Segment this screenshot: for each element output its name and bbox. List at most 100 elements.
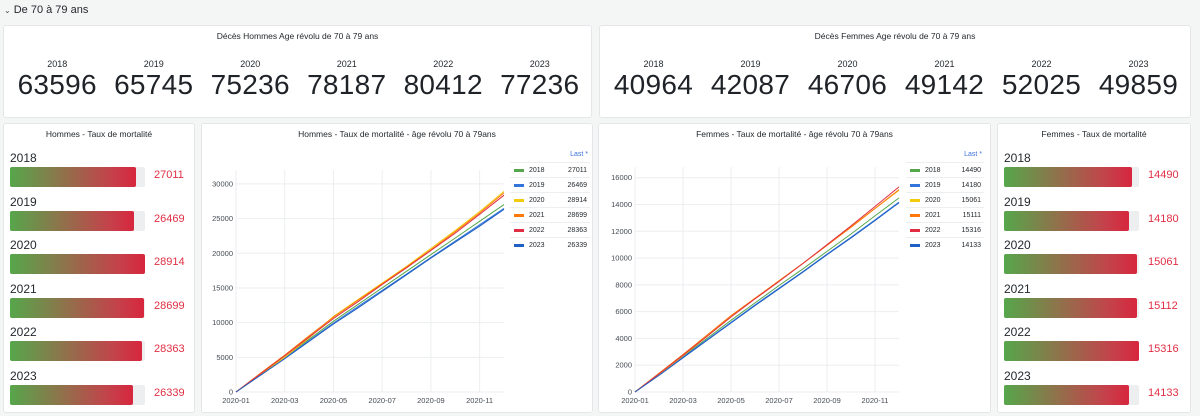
gauge-track (10, 167, 145, 187)
panel-title: Décès Hommes Age révolu de 70 à 79 ans (216, 31, 379, 41)
gauge-value: 26339 (154, 386, 185, 399)
stat-year: 2019 (143, 59, 164, 69)
gauge-row: 2022 15316 (1004, 325, 1184, 365)
x-tick-label: 2020-01 (621, 396, 649, 405)
gauge-value: 27011 (154, 169, 184, 181)
legend-swatch (910, 228, 920, 232)
stat-value: 42087 (710, 69, 791, 100)
x-tick-label: 2020-09 (417, 396, 445, 405)
legend-name: 2018 (529, 166, 545, 174)
x-tick-label: 2020-05 (717, 396, 745, 405)
gauge-year: 2023 (1004, 368, 1031, 383)
legend-name: 2020 (925, 196, 941, 204)
stat-item: 2022 52025 (993, 52, 1090, 117)
legend-last-value: 15061 (961, 196, 981, 204)
series-line-2023 (235, 208, 505, 393)
series-line-2020 (235, 191, 505, 393)
gauge-bar (10, 341, 143, 361)
chevron-down-icon: ⌄ (4, 5, 11, 15)
gauge-row: 2018 27011 (10, 151, 188, 191)
legend-swatch (514, 198, 524, 202)
panel-title: Femmes - Taux de mortalité - âge révolu … (696, 129, 893, 139)
x-tick-label: 2020-09 (813, 396, 841, 405)
legend-swatch (910, 183, 920, 187)
stat-item: 2023 49859 (1090, 52, 1187, 117)
stat-year: 2023 (1128, 59, 1149, 69)
gauge-value: 26469 (154, 212, 185, 225)
legend-item[interactable]: 2022 15316 (906, 222, 984, 237)
stat-panel-hommes: Décès Hommes Age révolu de 70 à 79 ans 2… (3, 25, 592, 118)
panel-title: Décès Femmes Age révolu de 70 à 79 ans (814, 31, 976, 41)
legend-last-value: 28699 (567, 211, 587, 219)
gauge-bar (10, 254, 145, 274)
legend-swatch (910, 168, 920, 172)
gauge-row: 2022 28363 (10, 325, 188, 365)
legend-swatch (514, 228, 524, 232)
legend-item[interactable]: 2020 28914 (510, 192, 590, 207)
gauge-panel-hommes: Hommes - Taux de mortalité 2018 27011 2019… (3, 123, 195, 413)
gauge-value: 14180 (1148, 212, 1179, 225)
stat-item: 2021 49142 (896, 52, 993, 117)
legend-last-value: 15316 (961, 226, 981, 234)
legend-item[interactable]: 2023 26339 (510, 237, 590, 252)
legend-item[interactable]: 2021 15111 (906, 207, 984, 222)
stat-year: 2022 (1031, 59, 1052, 69)
legend-name: 2021 (529, 211, 545, 219)
gauge-track (10, 297, 145, 318)
stat-value: 49859 (1098, 69, 1179, 100)
x-tick-label: 2020-01 (222, 396, 250, 405)
legend-header[interactable]: Last * (964, 151, 982, 158)
legend-name: 2018 (925, 166, 941, 174)
stat-value: 63596 (17, 69, 97, 100)
row-title: De 70 à 79 ans (13, 4, 89, 16)
legend-item[interactable]: 2018 14490 (906, 162, 984, 177)
y-tick-label: 30000 (212, 179, 233, 188)
legend-item[interactable]: 2019 14180 (906, 177, 984, 192)
legend-last-value: 28914 (567, 196, 587, 204)
gauge-bar (1004, 254, 1137, 274)
stat-year: 2021 (934, 59, 955, 69)
legend-femmes: Last * 2018 14490 2019 14180 2020 15061 2021 151… (906, 151, 984, 252)
gauge-row: 2023 26339 (10, 369, 188, 409)
gauge-value: 15112 (1148, 299, 1178, 312)
gauge-year: 2019 (10, 194, 37, 209)
stat-value: 80412 (403, 69, 483, 100)
legend-name: 2020 (529, 196, 545, 204)
legend-last-value: 15111 (962, 211, 981, 219)
stat-value: 75236 (210, 69, 290, 100)
series-line-2022 (634, 186, 900, 393)
series-line-2022 (235, 194, 505, 393)
gauge-track (10, 254, 145, 274)
gauge-track (1004, 297, 1139, 318)
gauge-row: 2021 15112 (1004, 282, 1184, 322)
y-tick-label: 10000 (611, 254, 632, 263)
legend-item[interactable]: 2019 26469 (510, 177, 590, 192)
gauge-year: 2023 (10, 368, 37, 383)
gauge-row: 2019 14180 (1004, 195, 1184, 235)
gauge-bar (10, 210, 134, 231)
legend-item[interactable]: 2018 27011 (510, 162, 590, 177)
legend-swatch (514, 213, 524, 217)
legend-name: 2019 (529, 181, 545, 189)
legend-header[interactable]: Last * (570, 151, 588, 158)
panel-title: Hommes - Taux de mortalité (45, 129, 153, 139)
series-line-2023 (634, 202, 900, 393)
legend-last-value: 26339 (567, 241, 587, 249)
x-tick-label: 2020-07 (765, 396, 793, 405)
legend-last-value: 14180 (961, 181, 981, 189)
stat-value: 49142 (904, 69, 985, 100)
row-toggle[interactable]: ⌄ De 70 à 79 ans (4, 2, 88, 18)
stat-year: 2020 (240, 59, 261, 69)
y-tick-label: 14000 (611, 200, 632, 209)
legend-item[interactable]: 2022 28363 (510, 222, 590, 237)
legend-item[interactable]: 2023 14133 (906, 237, 984, 252)
legend-item[interactable]: 2020 15061 (906, 192, 984, 207)
y-tick-label: 5000 (216, 353, 233, 362)
gauge-row: 2018 14490 (1004, 151, 1184, 191)
x-tick-label: 2020-03 (271, 396, 299, 405)
panel-title: Femmes - Taux de mortalité (1041, 129, 1147, 139)
stat-value: 52025 (1001, 69, 1082, 100)
stat-year: 2020 (837, 59, 858, 69)
gauge-track (1004, 254, 1139, 274)
legend-item[interactable]: 2021 28699 (510, 207, 590, 222)
